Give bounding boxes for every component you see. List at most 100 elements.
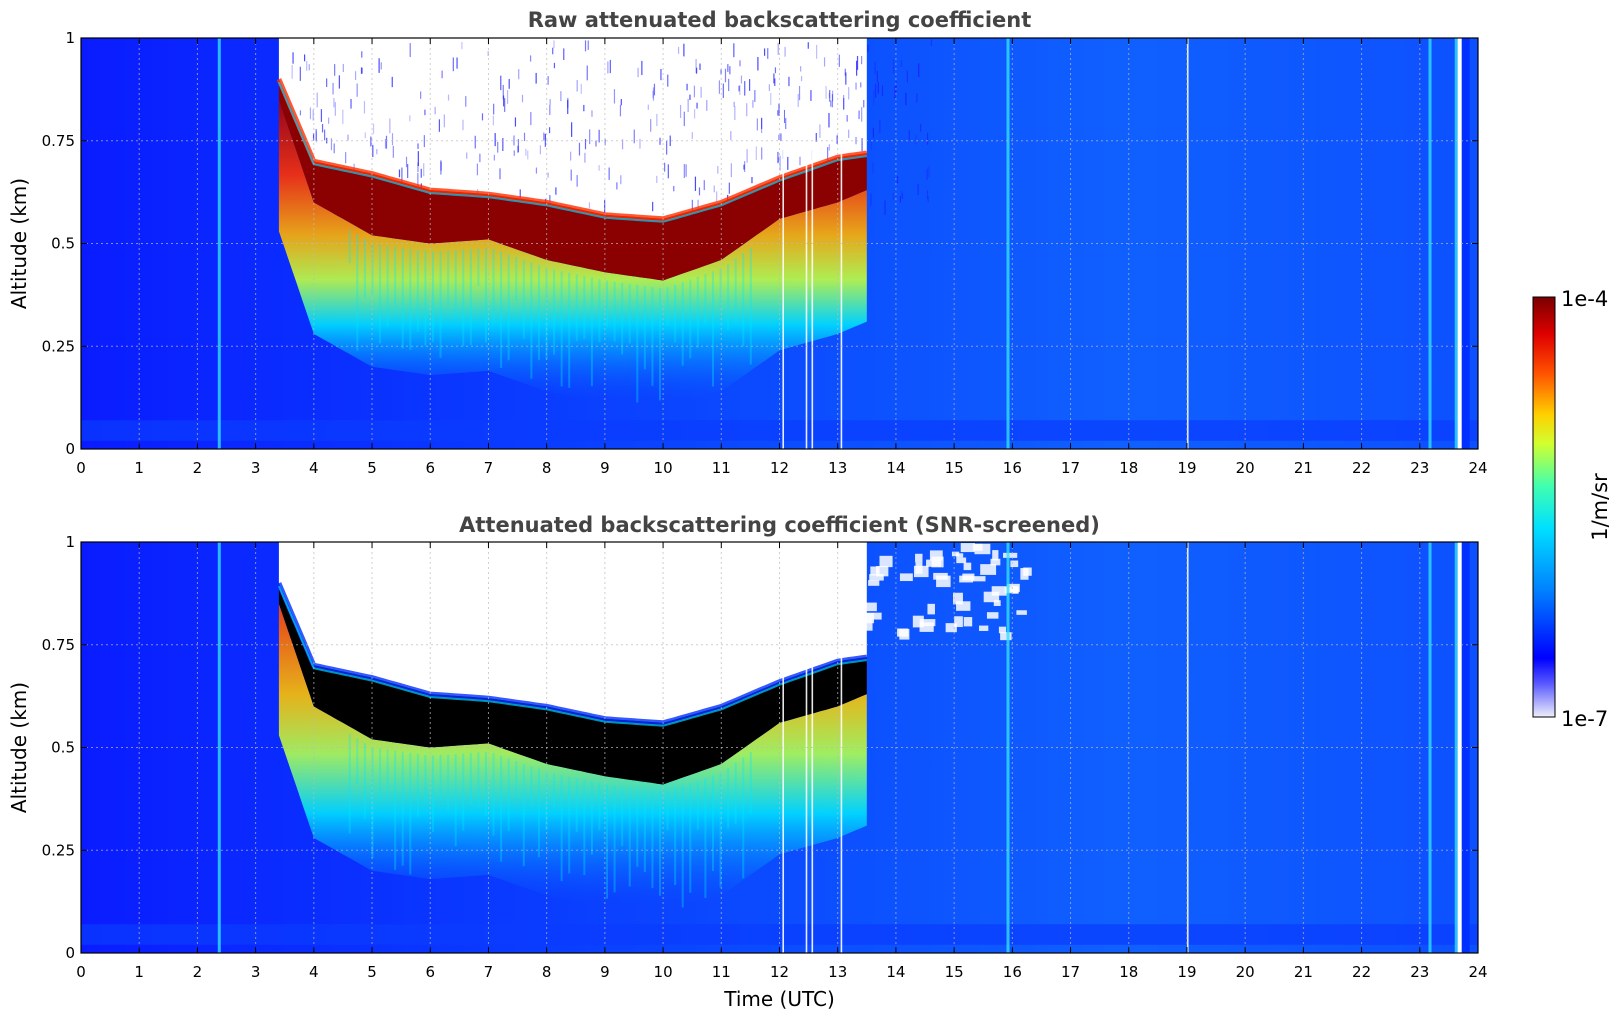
plume-streak (568, 776, 571, 874)
screened-gap (933, 572, 948, 580)
noise-speck (730, 163, 732, 178)
noise-speck (873, 90, 875, 106)
noise-speck (465, 96, 467, 107)
noise-speck (696, 102, 698, 109)
cloud-layer (278, 79, 867, 281)
plume-streak (522, 259, 525, 340)
plume-streak (386, 749, 389, 798)
noise-speck (683, 111, 685, 127)
noise-speck (685, 164, 687, 177)
noise-speck (763, 48, 766, 56)
x-tick-label: 7 (484, 459, 494, 477)
panel-title: Attenuated backscattering coefficient (S… (459, 513, 1100, 537)
noise-speck (660, 68, 662, 81)
noise-speck (506, 90, 509, 104)
noise-speck (659, 137, 661, 145)
end-column (1461, 542, 1470, 953)
noise-speck (637, 67, 639, 78)
noise-speck (829, 89, 831, 102)
noise-speck (580, 83, 582, 94)
plume-streak (416, 753, 419, 817)
noise-speck (380, 62, 382, 70)
plume-streak (484, 751, 487, 816)
noise-speck (698, 187, 701, 196)
plume-streak (522, 763, 525, 867)
noise-speck (716, 191, 718, 202)
noise-speck (584, 40, 587, 52)
noise-speck (494, 133, 496, 147)
noise-speck (930, 39, 933, 46)
noise-speck (607, 61, 609, 74)
screened-gap (998, 626, 1006, 634)
noise-speck (800, 75, 803, 82)
plume-streak (689, 783, 692, 893)
plume-streak (711, 775, 714, 872)
screened-gap (954, 616, 963, 628)
noise-speck (669, 135, 671, 147)
x-tick-label: 15 (945, 459, 964, 477)
noise-speck (905, 92, 907, 106)
x-tick-label: 1 (134, 963, 144, 981)
noise-speck (838, 54, 840, 67)
noise-speck (530, 112, 532, 126)
noise-speck (861, 138, 863, 152)
noise-speck (417, 151, 419, 167)
noise-speck (504, 98, 506, 112)
noise-speck (738, 85, 740, 92)
noise-speck (846, 115, 848, 122)
noise-speck (693, 109, 696, 119)
noise-speck (553, 62, 556, 69)
y-tick-label: 0.5 (51, 739, 75, 757)
screened-gap (1000, 632, 1012, 641)
noise-speck (549, 195, 551, 203)
noise-speck (529, 55, 532, 62)
plume-streak (704, 778, 707, 898)
noise-speck (730, 131, 732, 140)
noise-speck (361, 51, 363, 58)
noise-speck (548, 127, 551, 134)
plume-streak (583, 779, 586, 876)
noise-speck (641, 60, 643, 76)
plume-streak (462, 753, 465, 831)
plume-streak (530, 262, 533, 379)
noise-speck (788, 76, 790, 87)
noise-speck (633, 129, 635, 144)
noise-speck (456, 57, 458, 69)
plume-streak (628, 787, 631, 887)
screened-gap (870, 566, 880, 576)
x-tick-label: 10 (654, 459, 673, 477)
noise-speck (797, 93, 799, 107)
noise-speck (354, 71, 357, 81)
noise-speck (609, 59, 611, 74)
noise-speck (447, 94, 450, 101)
noise-speck (896, 176, 899, 184)
noise-speck (683, 43, 685, 57)
noise-speck (345, 152, 347, 164)
x-tick-label: 11 (712, 963, 731, 981)
cloud-top-fringe (277, 81, 867, 223)
x-tick-label: 2 (193, 459, 203, 477)
noise-speck (900, 60, 903, 67)
noise-speck (334, 64, 336, 76)
x-tick-label: 20 (1236, 459, 1255, 477)
surface-band (81, 924, 1478, 945)
noise-speck (757, 56, 759, 71)
plume-streak (409, 248, 412, 350)
noise-speck (906, 70, 908, 83)
noise-speck (843, 97, 845, 110)
noise-speck (423, 163, 425, 177)
plume-streak (500, 755, 503, 862)
y-axis-ticks: 0 0.25 0.5 0.75 1 (42, 29, 1478, 458)
plume-streak (401, 247, 404, 349)
noise-speck (639, 138, 641, 149)
noise-speck (870, 193, 872, 206)
plume-streak (477, 248, 480, 287)
noise-speck (870, 140, 873, 150)
noise-speck (724, 68, 727, 83)
noise-speck (756, 118, 758, 131)
x-tick-label: 13 (828, 963, 847, 981)
noise-speck (879, 120, 881, 134)
noise-speck (417, 172, 419, 187)
noise-speck (777, 151, 779, 164)
noise-speck (378, 58, 380, 73)
